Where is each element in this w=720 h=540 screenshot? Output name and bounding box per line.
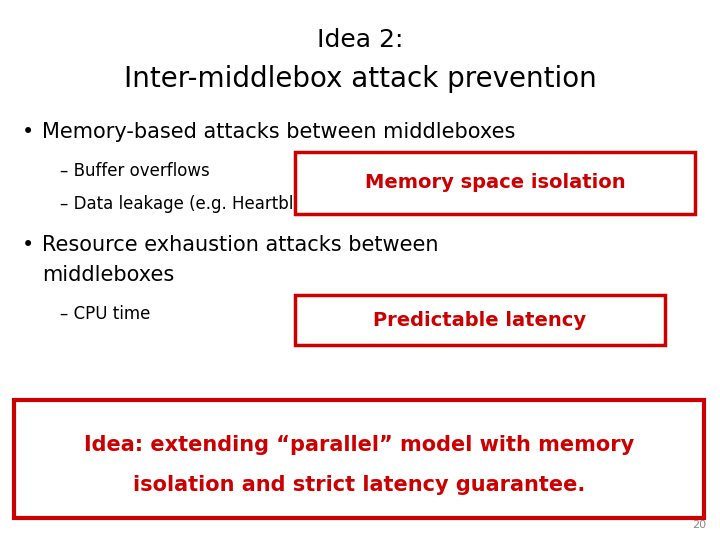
Text: Memory space isolation: Memory space isolation xyxy=(365,173,625,192)
Text: •: • xyxy=(22,122,35,142)
Text: Memory-based attacks between middleboxes: Memory-based attacks between middleboxes xyxy=(42,122,516,142)
Text: Idea 2:: Idea 2: xyxy=(317,28,403,52)
Text: Inter-middlebox attack prevention: Inter-middlebox attack prevention xyxy=(124,65,596,93)
Text: •: • xyxy=(22,235,35,255)
Text: – Data leakage (e.g. Heartbleed): – Data leakage (e.g. Heartbleed) xyxy=(60,195,331,213)
Text: Resource exhaustion attacks between: Resource exhaustion attacks between xyxy=(42,235,438,255)
Text: – CPU time: – CPU time xyxy=(60,305,150,323)
Text: isolation and strict latency guarantee.: isolation and strict latency guarantee. xyxy=(133,475,585,495)
Text: Idea: extending “parallel” model with memory: Idea: extending “parallel” model with me… xyxy=(84,435,634,455)
Text: Predictable latency: Predictable latency xyxy=(374,310,587,329)
Text: middleboxes: middleboxes xyxy=(42,265,174,285)
Text: – Buffer overflows: – Buffer overflows xyxy=(60,162,210,180)
FancyBboxPatch shape xyxy=(295,295,665,345)
Text: 20: 20 xyxy=(692,520,706,530)
FancyBboxPatch shape xyxy=(14,400,704,518)
FancyBboxPatch shape xyxy=(295,152,695,214)
